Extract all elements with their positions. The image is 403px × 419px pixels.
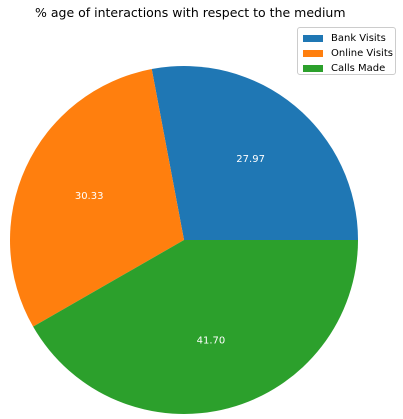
pie-slice-bank-visits [151, 65, 358, 241]
chart-title: % age of interactions with respect to th… [35, 5, 346, 20]
pie-slice-online-visits [9, 69, 185, 327]
pie-value-label-bank-visits: 27.97 [236, 154, 265, 165]
legend-label-calls-made: Calls Made [331, 63, 386, 74]
legend-label-online-visits: Online Visits [331, 48, 393, 59]
legend-item-bank-visits: Bank Visits [303, 31, 395, 46]
legend-item-calls-made: Calls Made [303, 61, 395, 76]
legend-swatch-bank-visits [303, 35, 323, 42]
pie-slices [9, 65, 358, 414]
legend-swatch-calls-made [303, 65, 323, 72]
pie-value-label-online-visits: 30.33 [75, 191, 104, 202]
pie-value-label-calls-made: 41.70 [197, 335, 226, 346]
pie-slice-calls-made [33, 240, 358, 414]
legend-swatch-online-visits [303, 50, 323, 57]
pie-value-labels: 27.97 30.33 41.70 [75, 154, 265, 346]
legend-item-online-visits: Online Visits [303, 46, 395, 61]
legend: Bank Visits Online Visits Calls Made [297, 27, 396, 75]
legend-label-bank-visits: Bank Visits [331, 33, 386, 44]
